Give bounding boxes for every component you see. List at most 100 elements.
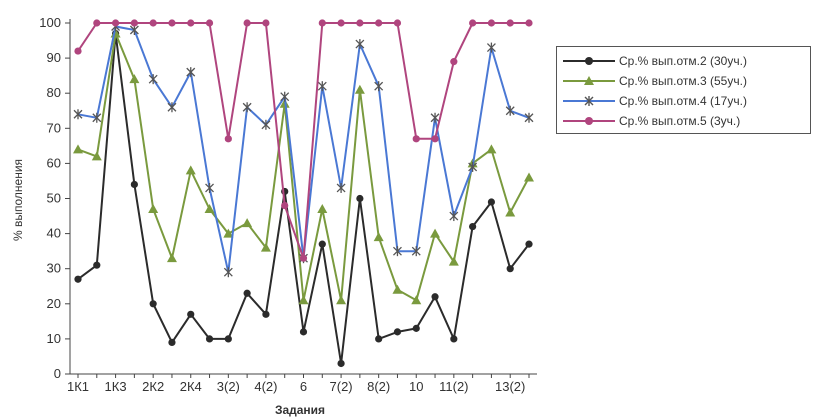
legend-item-series-4: Ср.% вып.отм.5 (3уч.) <box>557 113 810 129</box>
data-point <box>261 119 271 130</box>
data-point <box>355 39 365 50</box>
y-tick-label: 10 <box>47 331 61 346</box>
data-point <box>412 324 420 332</box>
legend-label: Ср.% вып.отм.5 (3уч.) <box>619 114 741 128</box>
data-point <box>337 359 345 368</box>
data-point <box>317 204 328 214</box>
data-point <box>205 335 214 343</box>
data-point <box>318 240 326 248</box>
legend-marker-circle <box>563 57 615 65</box>
data-point <box>93 19 101 27</box>
data-point <box>74 275 82 283</box>
data-point <box>224 135 232 143</box>
data-point <box>242 102 252 113</box>
data-point <box>411 246 421 257</box>
data-point <box>187 19 195 27</box>
chart-series <box>73 19 534 368</box>
data-point <box>525 19 533 27</box>
data-point <box>129 25 139 36</box>
data-point <box>130 180 138 189</box>
data-point <box>468 161 478 172</box>
data-point <box>487 19 496 27</box>
y-axis-label: % выполнения <box>11 159 25 241</box>
series-line <box>77 25 530 274</box>
legend-marker-triangle <box>563 76 615 85</box>
data-point <box>469 19 477 27</box>
data-point <box>431 135 439 143</box>
data-point <box>224 335 232 343</box>
data-point <box>354 84 365 94</box>
x-tick-label: 11(2) <box>439 379 468 394</box>
y-tick-label: 70 <box>47 120 61 135</box>
data-point <box>487 198 496 206</box>
data-point <box>166 253 177 263</box>
x-tick-label: 1К1 <box>67 379 89 394</box>
data-point <box>243 19 251 27</box>
data-point <box>525 240 533 248</box>
y-tick-label: 100 <box>39 15 61 30</box>
data-point <box>281 201 289 210</box>
data-point <box>205 19 214 27</box>
data-point <box>375 335 383 343</box>
x-tick-label: 4(2) <box>254 379 277 394</box>
data-point <box>262 310 270 318</box>
data-point <box>356 19 364 27</box>
data-point <box>524 112 534 123</box>
data-point <box>299 328 308 336</box>
chart-legend: Ср.% вып.отм.2 (30уч.) Ср.% вып.отм.3 (5… <box>556 46 811 134</box>
x-tick-label: 6 <box>300 379 307 394</box>
x-tick-label: 2К4 <box>180 379 202 394</box>
data-point <box>149 300 157 308</box>
data-point <box>524 172 534 182</box>
data-point <box>450 58 458 66</box>
data-point <box>430 112 440 123</box>
x-tick-label: 10 <box>409 379 423 394</box>
data-point <box>356 194 364 203</box>
y-tick-label: 90 <box>47 50 61 65</box>
data-point <box>298 295 309 305</box>
legend-marker-star <box>563 96 615 106</box>
data-point <box>74 47 82 55</box>
data-point <box>486 42 496 53</box>
data-point <box>148 74 158 85</box>
y-tick-label: 20 <box>47 296 61 311</box>
data-point <box>318 19 326 27</box>
legend-item-series-3: Ср.% вып.отм.4 (17уч.) <box>557 93 810 109</box>
legend-label: Ср.% вып.отм.4 (17уч.) <box>619 94 747 108</box>
data-point <box>73 144 83 154</box>
data-point <box>92 112 102 123</box>
data-point <box>430 228 441 238</box>
data-point <box>450 335 458 343</box>
data-point <box>392 284 403 294</box>
x-tick-label: 1К3 <box>105 379 127 394</box>
data-point <box>431 293 439 301</box>
y-tick-label: 40 <box>47 226 61 241</box>
legend-marker-circle <box>563 117 615 125</box>
chart-axes: 0 10 20 30 40 50 60 70 80 90 100 1К1 1К3 2К2 2К4 3(2) 4(… <box>39 15 537 394</box>
data-point <box>243 289 251 297</box>
data-point <box>448 256 459 266</box>
data-point <box>223 267 233 278</box>
data-point <box>187 310 195 318</box>
data-point <box>449 211 459 222</box>
data-point <box>469 222 477 231</box>
series-4 <box>74 19 533 262</box>
data-point <box>111 19 120 27</box>
data-point <box>393 328 402 336</box>
data-point <box>280 91 290 102</box>
data-point <box>506 19 514 27</box>
y-tick-label: 0 <box>54 366 61 381</box>
data-point <box>317 81 327 92</box>
x-tick-label: 3(2) <box>217 379 240 394</box>
data-point <box>93 261 101 269</box>
data-point <box>149 19 157 27</box>
legend-item-series-2: Ср.% вып.отм.3 (55уч.) <box>557 73 810 89</box>
data-point <box>73 109 83 120</box>
y-tick-label: 60 <box>47 155 61 170</box>
data-point <box>223 228 234 238</box>
data-point <box>129 74 140 84</box>
data-point <box>337 19 345 27</box>
legend-item-series-1: Ср.% вып.отм.2 (30уч.) <box>557 53 810 69</box>
data-point <box>186 67 196 78</box>
